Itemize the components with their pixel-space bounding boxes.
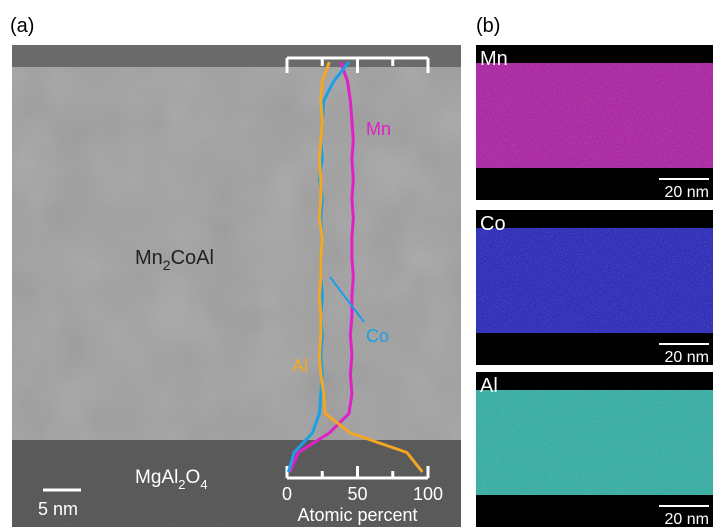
- film-label-part: CoAl: [171, 247, 214, 269]
- film-label-sub: 2: [163, 257, 171, 273]
- x-tick-label: 100: [413, 484, 443, 504]
- substrate-label-sub: 2: [178, 477, 185, 492]
- series-label: Mn: [366, 119, 391, 139]
- x-tick-label: 50: [347, 484, 367, 504]
- substrate-label-part: MgAl: [135, 467, 178, 488]
- scale-bar-label: 5 nm: [38, 499, 78, 519]
- panel-label: (b): [476, 15, 500, 37]
- map-noise: [476, 63, 713, 168]
- scale-bar-label: 20 nm: [665, 349, 709, 366]
- map-element-label: Co: [480, 213, 506, 235]
- eds-maps: Mn 20 nm Co 20 nm Al 20 nm: [476, 45, 713, 527]
- scale-bar-label: 20 nm: [665, 511, 709, 527]
- stem-image: [12, 45, 461, 527]
- map-noise: [476, 228, 713, 333]
- map-element-label: Al: [480, 375, 498, 397]
- x-tick-label: 0: [282, 484, 292, 504]
- map-noise: [476, 390, 713, 495]
- substrate-label-sub: 4: [200, 477, 207, 492]
- map-element-label: Mn: [480, 48, 508, 70]
- scale-bar-label: 20 nm: [665, 184, 709, 201]
- substrate-label-part: O: [186, 467, 201, 488]
- series-label: Co: [366, 326, 389, 346]
- figure: (a) Mn2CoAl MgAl2O4 5 nm 050100Atomic pe…: [0, 0, 713, 527]
- x-axis-label: Atomic percent: [297, 505, 417, 525]
- film-label-part: Mn: [135, 247, 163, 269]
- series-label: Al: [292, 356, 308, 376]
- panel-label: (a): [10, 15, 34, 37]
